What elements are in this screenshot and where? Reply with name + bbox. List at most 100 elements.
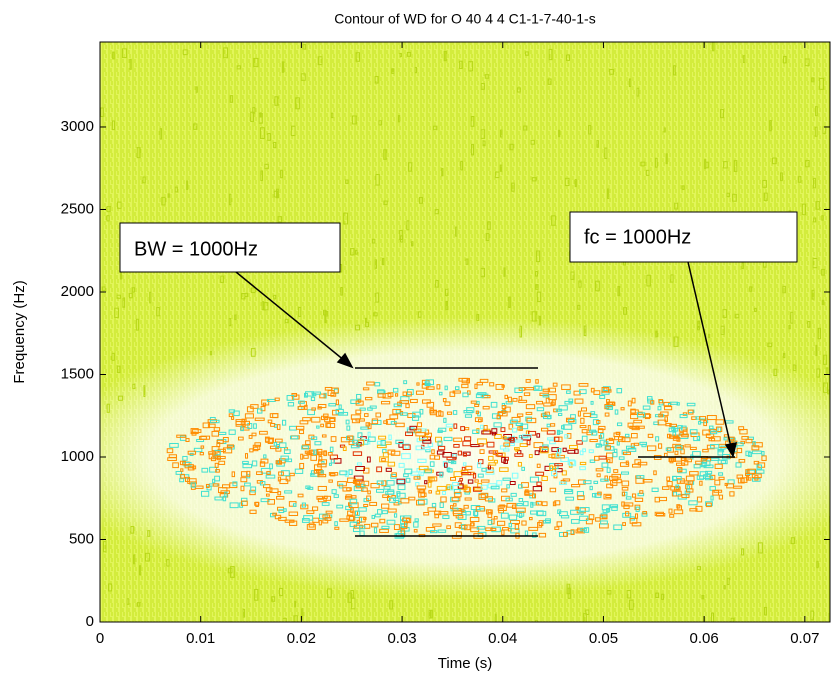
- contour-blob: [767, 342, 773, 348]
- contour-blob: [601, 386, 610, 393]
- contour-blob: [330, 436, 337, 442]
- contour-blob: [481, 394, 491, 399]
- contour-blob: [688, 500, 698, 506]
- contour-blob: [403, 473, 409, 478]
- contour-blob: [511, 182, 515, 192]
- contour-blob: [732, 193, 737, 202]
- contour-blob: [482, 140, 486, 147]
- contour-blob: [310, 454, 317, 461]
- contour-blob: [511, 472, 519, 479]
- contour-blob: [554, 526, 560, 530]
- contour-blob: [381, 510, 388, 515]
- contour-blob: [522, 434, 532, 438]
- contour-blob: [436, 485, 447, 491]
- contour-blob: [100, 107, 104, 117]
- contour-blob: [242, 460, 249, 465]
- contour-blob: [383, 200, 388, 206]
- contour-blob: [270, 423, 276, 427]
- contour-blob: [502, 436, 507, 440]
- contour-blob: [409, 425, 418, 431]
- contour-blob: [702, 448, 709, 453]
- contour-blob: [323, 495, 332, 501]
- contour-blob: [128, 292, 133, 299]
- contour-blob: [142, 176, 146, 184]
- contour-blob: [209, 350, 213, 356]
- contour-blob: [350, 399, 360, 404]
- contour-blob: [545, 397, 550, 404]
- contour-blob: [304, 404, 308, 410]
- contour-blob: [493, 515, 498, 520]
- contour-blob: [669, 457, 674, 464]
- contour-blob: [606, 401, 614, 408]
- contour-blob: [828, 613, 830, 622]
- contour-blob: [482, 405, 490, 410]
- contour-blob: [339, 444, 346, 448]
- contour-blob: [536, 291, 542, 303]
- contour-blob: [417, 498, 428, 505]
- contour-blob: [535, 284, 539, 290]
- contour-blob: [704, 159, 707, 170]
- contour-blob: [285, 458, 293, 463]
- contour-blob: [397, 115, 401, 123]
- contour-blob: [516, 87, 521, 93]
- contour-blob: [491, 431, 496, 436]
- contour-blob: [486, 441, 495, 448]
- contour-blob: [468, 61, 474, 72]
- contour-blob: [600, 520, 608, 525]
- contour-blob: [463, 504, 469, 509]
- contour-blob: [381, 457, 386, 462]
- contour-blob: [306, 510, 315, 514]
- contour-blob: [389, 414, 399, 420]
- contour-blob: [444, 385, 448, 391]
- contour-blob: [256, 408, 263, 414]
- contour-blob: [596, 473, 601, 478]
- contour-blob: [458, 524, 468, 529]
- y-tick-label: 2500: [61, 200, 94, 217]
- contour-blob: [815, 344, 818, 357]
- contour-blob: [314, 441, 322, 446]
- contour-blob: [260, 467, 271, 474]
- contour-blob: [351, 115, 357, 125]
- contour-blob: [317, 56, 323, 66]
- contour-blob: [357, 439, 365, 446]
- contour-blob: [616, 388, 623, 394]
- contour-blob: [427, 507, 437, 512]
- contour-blob: [389, 600, 394, 610]
- contour-blob: [274, 96, 279, 106]
- contour-blob: [797, 176, 802, 183]
- contour-blob: [396, 492, 406, 499]
- contour-blob: [564, 489, 574, 495]
- contour-blob: [630, 443, 635, 449]
- contour-blob: [542, 388, 551, 392]
- contour-blob: [680, 448, 685, 455]
- contour-blob: [621, 471, 630, 475]
- contour-blob: [361, 487, 368, 492]
- contour-blob: [538, 532, 547, 538]
- contour-blob: [414, 518, 419, 522]
- contour-blob: [658, 399, 664, 404]
- contour-blob: [459, 60, 463, 69]
- contour-blob: [413, 529, 418, 533]
- contour-blob: [601, 462, 609, 468]
- contour-blob: [581, 429, 588, 434]
- contour-blob: [666, 481, 673, 487]
- plot-area: [100, 42, 830, 622]
- contour-blob: [387, 489, 395, 495]
- contour-blob: [425, 379, 434, 386]
- contour-blob: [739, 428, 748, 435]
- contour-blob: [642, 413, 652, 419]
- contour-blob: [488, 462, 497, 466]
- contour-blob: [681, 460, 689, 466]
- contour-blob: [515, 507, 526, 513]
- contour-blob: [558, 129, 561, 138]
- contour-blob: [294, 600, 297, 608]
- contour-blob: [675, 445, 683, 451]
- contour-blob: [606, 399, 610, 404]
- contour-blob: [295, 97, 300, 110]
- contour-blob: [538, 315, 541, 326]
- contour-blob: [276, 188, 279, 199]
- contour-blob: [521, 520, 527, 526]
- contour-blob: [228, 193, 232, 206]
- contour-blob: [506, 502, 517, 508]
- contour-blob: [596, 420, 601, 424]
